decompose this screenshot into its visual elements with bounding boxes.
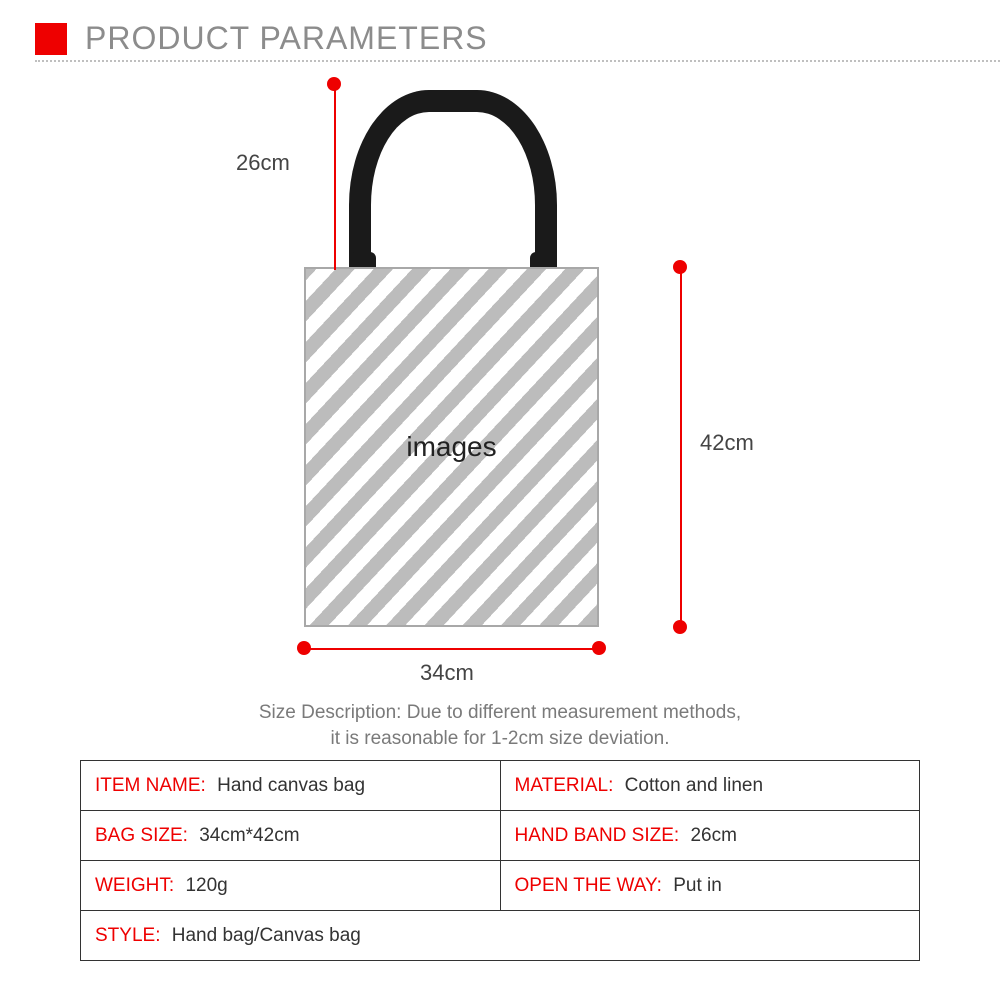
- bag-body: images: [304, 267, 599, 627]
- bag-handle-arc: [349, 90, 557, 295]
- size-description-line2: it is reasonable for 1-2cm size deviatio…: [0, 726, 1000, 752]
- spec-key: ITEM NAME:: [95, 775, 206, 796]
- dim-height-bottom-dot: [673, 620, 687, 634]
- spec-key: STYLE:: [95, 925, 160, 946]
- spec-row-full: STYLE: Hand bag/Canvas bag: [81, 911, 920, 961]
- header: PRODUCT PARAMETERS: [35, 20, 965, 57]
- spec-row: WEIGHT: 120g OPEN THE WAY: Put in: [81, 861, 920, 911]
- dim-handle-line: [334, 84, 336, 270]
- spec-cell: OPEN THE WAY: Put in: [500, 861, 920, 911]
- spec-key: MATERIAL:: [515, 775, 614, 796]
- accent-square: [35, 23, 67, 55]
- dim-handle-label: 26cm: [236, 150, 290, 176]
- spec-val: Hand canvas bag: [217, 775, 365, 796]
- spec-cell: BAG SIZE: 34cm*42cm: [81, 811, 501, 861]
- spec-cell: WEIGHT: 120g: [81, 861, 501, 911]
- spec-row: ITEM NAME: Hand canvas bag MATERIAL: Cot…: [81, 761, 920, 811]
- header-rule: [35, 60, 1000, 62]
- spec-val: Hand bag/Canvas bag: [172, 925, 361, 946]
- size-description-line1: Size Description: Due to different measu…: [0, 700, 1000, 726]
- dim-width-right-dot: [592, 641, 606, 655]
- spec-key: HAND BAND SIZE:: [515, 825, 680, 846]
- spec-row: BAG SIZE: 34cm*42cm HAND BAND SIZE: 26cm: [81, 811, 920, 861]
- spec-key: OPEN THE WAY:: [515, 875, 662, 896]
- spec-val: 120g: [185, 875, 227, 896]
- spec-val: Cotton and linen: [625, 775, 763, 796]
- spec-cell: STYLE: Hand bag/Canvas bag: [81, 911, 920, 961]
- product-diagram: images 26cm 42cm 34cm: [0, 70, 1000, 690]
- spec-key: BAG SIZE:: [95, 825, 188, 846]
- spec-table: ITEM NAME: Hand canvas bag MATERIAL: Cot…: [80, 760, 920, 961]
- spec-val: Put in: [673, 875, 722, 896]
- spec-val: 26cm: [690, 825, 736, 846]
- spec-cell: HAND BAND SIZE: 26cm: [500, 811, 920, 861]
- dim-width-label: 34cm: [420, 660, 474, 686]
- dim-width-line: [304, 648, 599, 650]
- spec-val: 34cm*42cm: [199, 825, 299, 846]
- page-title: PRODUCT PARAMETERS: [85, 20, 488, 57]
- spec-cell: MATERIAL: Cotton and linen: [500, 761, 920, 811]
- spec-cell: ITEM NAME: Hand canvas bag: [81, 761, 501, 811]
- dim-height-label: 42cm: [700, 430, 754, 456]
- dim-height-line: [680, 267, 682, 627]
- size-description: Size Description: Due to different measu…: [0, 700, 1000, 751]
- bag-placeholder-label: images: [406, 431, 496, 463]
- spec-key: WEIGHT:: [95, 875, 174, 896]
